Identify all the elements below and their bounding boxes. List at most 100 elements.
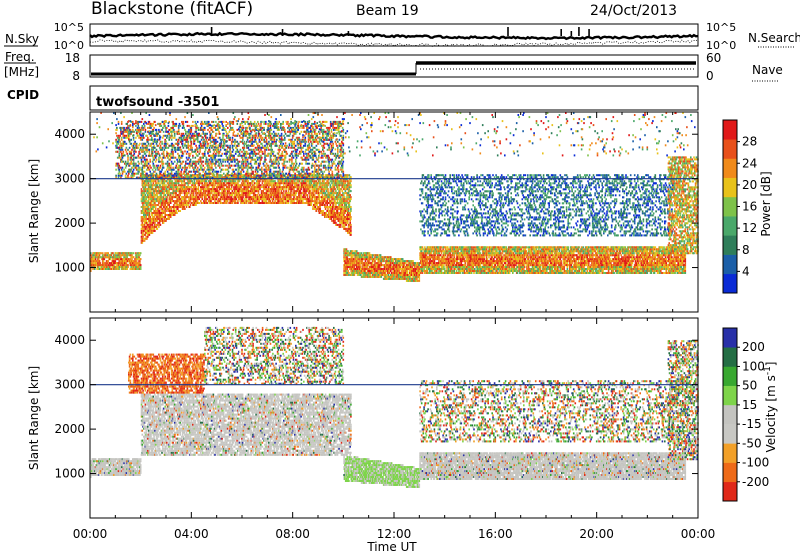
range-cell bbox=[496, 248, 498, 250]
range-cell bbox=[546, 268, 548, 270]
range-cell bbox=[482, 260, 484, 262]
range-cell bbox=[374, 262, 376, 264]
range-cell bbox=[440, 248, 442, 250]
range-cell bbox=[537, 270, 539, 272]
range-cell bbox=[419, 274, 421, 276]
range-cell bbox=[579, 272, 581, 274]
range-cell bbox=[486, 248, 488, 250]
range-cell bbox=[554, 248, 556, 250]
range-cell bbox=[506, 272, 508, 274]
range-cell bbox=[343, 270, 345, 272]
range-cell bbox=[571, 258, 573, 260]
range-cell bbox=[620, 252, 622, 254]
range-cell bbox=[534, 262, 536, 264]
range-cell bbox=[493, 258, 495, 260]
range-cell bbox=[123, 256, 125, 258]
range-cell bbox=[382, 264, 384, 266]
range-cell bbox=[619, 250, 621, 252]
range-cell bbox=[422, 248, 424, 250]
range-cell bbox=[639, 270, 641, 272]
range-cell bbox=[594, 260, 596, 262]
range-cell bbox=[361, 270, 363, 272]
range-cell bbox=[576, 246, 578, 248]
range-cell bbox=[600, 262, 602, 264]
range-cell bbox=[616, 272, 618, 274]
range-cell bbox=[643, 262, 645, 264]
range-cell bbox=[451, 256, 453, 258]
range-cell bbox=[144, 240, 146, 242]
range-cell bbox=[387, 256, 389, 258]
range-cell bbox=[346, 248, 348, 250]
range-cell bbox=[127, 266, 129, 268]
range-cell bbox=[436, 248, 438, 250]
range-cell bbox=[516, 268, 518, 270]
range-cell bbox=[481, 270, 483, 272]
range-cell bbox=[584, 270, 586, 272]
range-cell bbox=[100, 262, 102, 264]
range-cell bbox=[407, 270, 409, 272]
range-cell bbox=[123, 266, 125, 268]
range-cell bbox=[485, 246, 487, 248]
range-cell bbox=[445, 254, 447, 256]
range-cell bbox=[535, 256, 537, 258]
range-cell bbox=[374, 264, 376, 266]
range-cell bbox=[438, 252, 440, 254]
range-cell bbox=[364, 256, 366, 258]
range-cell bbox=[410, 266, 412, 268]
range-cell bbox=[564, 252, 566, 254]
range-cell bbox=[656, 250, 658, 252]
range-cell bbox=[527, 260, 529, 262]
range-cell bbox=[582, 246, 584, 248]
range-cell bbox=[566, 254, 568, 256]
range-cell bbox=[400, 262, 402, 264]
range-cell bbox=[655, 246, 657, 248]
range-cell bbox=[529, 262, 531, 264]
range-cell bbox=[463, 266, 465, 268]
range-cell bbox=[490, 266, 492, 268]
range-cell bbox=[401, 270, 403, 272]
range-cell bbox=[631, 264, 633, 266]
range-cell bbox=[362, 260, 364, 262]
range-cell bbox=[124, 262, 126, 264]
range-cell bbox=[668, 266, 670, 268]
range-cell bbox=[660, 260, 662, 262]
range-cell bbox=[485, 266, 487, 268]
range-cell bbox=[547, 252, 549, 254]
range-cell bbox=[628, 266, 630, 268]
range-cell bbox=[396, 276, 398, 278]
range-cell bbox=[119, 260, 121, 262]
range-cell bbox=[461, 266, 463, 268]
range-cell bbox=[533, 258, 535, 260]
range-cell bbox=[108, 264, 110, 266]
range-cell bbox=[538, 248, 540, 250]
range-cell bbox=[394, 274, 396, 276]
range-cell bbox=[369, 252, 371, 254]
range-cell bbox=[505, 262, 507, 264]
range-cell bbox=[442, 250, 444, 252]
range-cell bbox=[551, 254, 553, 256]
range-cell bbox=[399, 260, 401, 262]
range-cell bbox=[354, 266, 356, 268]
range-cell bbox=[365, 260, 367, 262]
range-cell bbox=[598, 256, 600, 258]
range-cell bbox=[678, 272, 680, 274]
range-cell bbox=[498, 268, 500, 270]
range-cell bbox=[469, 262, 471, 264]
range-cell bbox=[502, 256, 504, 258]
range-cell bbox=[448, 264, 450, 266]
range-cell bbox=[495, 264, 497, 266]
range-cell bbox=[474, 268, 476, 270]
range-cell bbox=[651, 264, 653, 266]
range-cell bbox=[639, 268, 641, 270]
range-cell bbox=[348, 264, 350, 266]
range-cell bbox=[529, 248, 531, 250]
range-cell bbox=[681, 264, 683, 266]
range-cell bbox=[120, 256, 122, 258]
range-cell bbox=[442, 264, 444, 266]
range-cell bbox=[473, 262, 475, 264]
range-cell bbox=[413, 270, 415, 272]
range-cell bbox=[382, 268, 384, 270]
range-cell bbox=[560, 256, 562, 258]
range-cell bbox=[481, 254, 483, 256]
range-cell bbox=[567, 248, 569, 250]
